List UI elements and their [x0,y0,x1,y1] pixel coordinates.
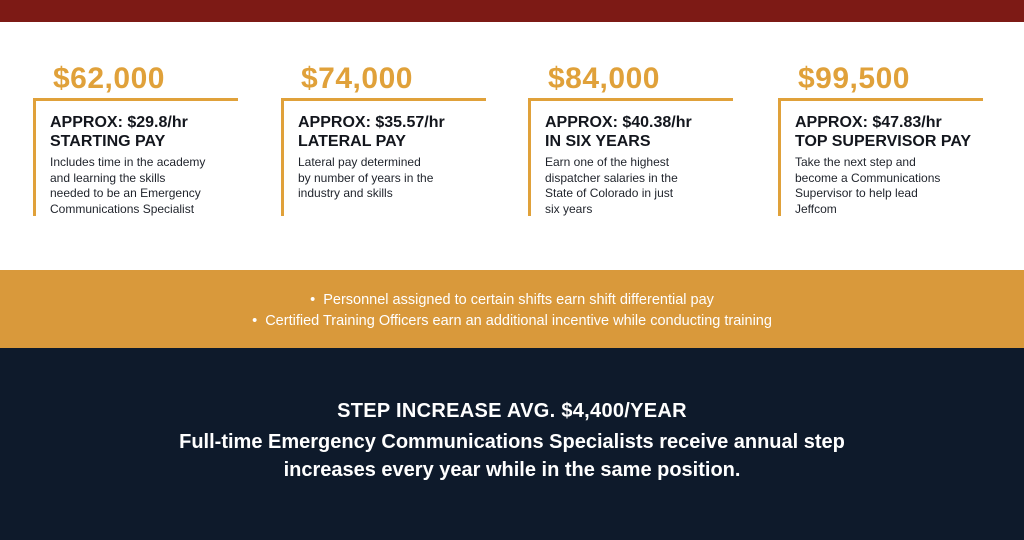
benefits-band: • Personnel assigned to certain shifts e… [0,270,1024,348]
pay-description: Earn one of the highest dispatcher salar… [545,155,735,217]
benefit-item: • Personnel assigned to certain shifts e… [0,290,1024,311]
pay-amount: $84,000 [548,62,660,95]
description-line: State of Colorado in just [545,186,674,200]
pay-description: Includes time in the academy and learnin… [50,155,240,217]
card-frame [33,98,238,216]
description-line: Includes time in the academy [50,155,206,169]
description-line: Take the next step and [795,155,916,169]
description-line: by number of years in the [298,170,434,185]
description-line: Jeffcom [795,201,837,216]
pay-amount: $62,000 [53,62,165,95]
hourly-rate: APPROX: $35.57/hr [298,114,445,131]
pay-amount: $99,500 [798,62,910,95]
top-color-bar [0,0,1024,22]
card-frame [528,98,733,216]
description-line: Supervisor to help lead [795,186,918,200]
description-line: Full-time Emergency Communications Speci… [179,431,845,453]
description-line: increases every year while in the same p… [283,459,741,481]
benefit-item: • Certified Training Officers earn an ad… [0,311,1024,332]
bullet-dot-icon: • [310,292,324,308]
description-line: needed to be an Emergency [50,186,201,200]
benefit-text: Certified Training Officers earn an addi… [265,313,772,329]
description-line: become a Communications [795,170,941,185]
hourly-rate: APPROX: $29.8/hr [50,114,188,131]
bullet-dot-icon: • [252,313,266,329]
step-increase-band: STEP INCREASE AVG. $4,400/YEAR Full-time… [0,348,1024,540]
pay-label: LATERAL PAY [298,133,406,150]
pay-amount: $74,000 [301,62,413,95]
hourly-rate: APPROX: $47.83/hr [795,114,942,131]
benefits-list: • Personnel assigned to certain shifts e… [0,290,1024,332]
pay-section: $62,000 APPROX: $29.8/hr STARTING PAY In… [0,22,1024,270]
pay-label: STARTING PAY [50,133,166,150]
description-line: six years [545,201,593,216]
description-line: Communications Specialist [50,201,195,216]
card-frame [281,98,486,216]
benefit-text: Personnel assigned to certain shifts ear… [323,292,714,308]
pay-description: Lateral pay determined by number of year… [298,155,488,202]
pay-description: Take the next step and become a Communic… [795,155,985,217]
description-line: industry and skills [298,186,393,200]
description-line: and learning the skills [50,170,166,185]
pay-label: TOP SUPERVISOR PAY [795,133,972,150]
step-increase-description: Full-time Emergency Communications Speci… [0,428,1024,484]
step-increase-title: STEP INCREASE AVG. $4,400/YEAR [337,400,687,422]
description-line: dispatcher salaries in the [545,170,678,185]
description-line: Earn one of the highest [545,155,670,169]
pay-label: IN SIX YEARS [545,133,651,150]
description-line: Lateral pay determined [298,155,421,169]
card-frame [778,98,983,216]
hourly-rate: APPROX: $40.38/hr [545,114,692,131]
